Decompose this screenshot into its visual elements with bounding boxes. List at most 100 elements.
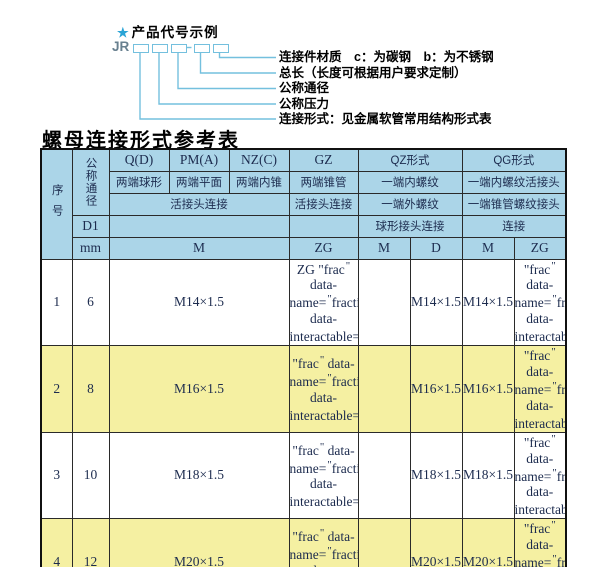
- inch-mark: ": [523, 261, 530, 277]
- header-group-qg: QG形式: [461, 148, 567, 172]
- header-qg-desc: 一端内螺纹活接头: [461, 170, 567, 194]
- dn-cell: 10: [71, 431, 110, 520]
- label-material: 连接件材质 c：为碳钢 b：为不锈钢: [279, 50, 494, 64]
- code-prefix: JR: [112, 39, 130, 54]
- qz-d-cell: M18×1.5: [409, 431, 463, 520]
- header-unit-m: M: [108, 236, 290, 260]
- header-group-pma: PM(A): [168, 148, 230, 172]
- qg-zg-cell: "frac" data-name="fraction" data-interac…: [513, 431, 567, 520]
- header-qd-desc: 两端球形: [108, 170, 170, 194]
- qz-d-cell: M16×1.5: [409, 345, 463, 433]
- inch-mark: ": [552, 466, 557, 479]
- inch-mark: ": [327, 545, 332, 558]
- header-gz-desc: 两端锥管: [288, 170, 359, 194]
- m-thread-cell: M16×1.5: [108, 345, 290, 433]
- header-pma-desc: 两端平面: [168, 170, 230, 194]
- product-code-diagram: ★ 产品代号示例 JR 连接件材质 c：为碳钢 b：为不锈钢 总长（长度可根据用户…: [0, 0, 600, 127]
- qg-zg-cell: "frac" data-name="fraction" data-interac…: [513, 345, 567, 433]
- gz-zg-cell: "frac" data-name="fraction" data-interac…: [288, 431, 359, 520]
- seq-cell: 3: [40, 431, 73, 520]
- header-dn: 公称通径: [71, 148, 110, 216]
- m-thread-cell: M20×1.5: [108, 518, 290, 567]
- header-qz-desc: 一端内螺纹: [357, 170, 463, 194]
- seq-cell: 1: [40, 258, 73, 347]
- header-unit-qg-m: M: [461, 236, 515, 260]
- reference-table: 序号 公称通径 Q(D) PM(A) NZ(C) GZ QZ形式 QG形式 两端…: [40, 148, 568, 567]
- gz-zg-cell: "frac" data-name="fraction" data-interac…: [288, 345, 359, 433]
- inch-mark: ": [523, 347, 530, 363]
- inch-mark: ": [327, 371, 332, 384]
- header-group-qd: Q(D): [108, 148, 170, 172]
- diagram-title-text: 产品代号示例: [131, 25, 219, 40]
- star-icon: ★: [117, 25, 130, 40]
- seq-cell: 4: [40, 518, 73, 567]
- dn-cell: 8: [71, 345, 110, 433]
- header-unit-zg: ZG: [288, 236, 359, 260]
- header-qg-taper-joint: 一端锥管螺纹接头: [461, 192, 567, 216]
- qg-m-cell: M14×1.5: [461, 258, 515, 347]
- inch-mark: ": [327, 458, 332, 471]
- code-box-3: [171, 44, 187, 53]
- dn-cell: 12: [71, 518, 110, 567]
- header-blank-left: [108, 214, 290, 238]
- header-union-connect: 活接头连接: [108, 192, 290, 216]
- header-gz-union-connect: 活接头连接: [288, 192, 359, 216]
- qz-d-cell: M14×1.5: [409, 258, 463, 347]
- label-total-length: 总长（长度可根据用户要求定制）: [279, 65, 467, 80]
- inch-mark: ": [552, 379, 557, 392]
- inch-mark: ": [523, 434, 530, 450]
- header-d1: D1: [71, 214, 110, 238]
- inch-mark: ": [551, 432, 556, 445]
- table-title: 螺母连接形式参考表: [42, 130, 240, 152]
- table-header: 序号 公称通径 Q(D) PM(A) NZ(C) GZ QZ形式 QG形式 两端…: [40, 148, 567, 260]
- inch-mark: ": [551, 346, 556, 359]
- label-connection-form: 连接形式：见金属软管常用结构形式表: [279, 112, 492, 126]
- inch-mark: ": [327, 293, 332, 306]
- inch-mark: ": [552, 553, 557, 566]
- header-group-gz: GZ: [288, 148, 359, 172]
- qg-m-cell: M16×1.5: [461, 345, 515, 433]
- inch-mark: ": [552, 293, 557, 306]
- code-box-1: [133, 44, 149, 53]
- gz-zg-cell: "frac" data-name="fraction" data-interac…: [288, 518, 359, 567]
- qz-m-cell: [357, 258, 411, 347]
- inch-mark: ": [551, 519, 556, 532]
- qz-m-cell: [357, 518, 411, 567]
- seq-cell: 2: [40, 345, 73, 433]
- qg-zg-cell: "frac" data-name="fraction" data-interac…: [513, 518, 567, 567]
- header-unit-qg-zg: ZG: [513, 236, 567, 260]
- inch-mark: ": [319, 354, 325, 367]
- inch-mark: ": [318, 261, 324, 277]
- header-qz-external: 一端外螺纹: [357, 192, 463, 216]
- header-group-nzc: NZ(C): [228, 148, 290, 172]
- label-nominal-diameter: 公称通径: [279, 81, 330, 95]
- m-thread-cell: M18×1.5: [108, 431, 290, 520]
- header-nzc-desc: 两端内锥: [228, 170, 290, 194]
- qg-m-cell: M20×1.5: [461, 518, 515, 567]
- m-thread-cell: M14×1.5: [108, 258, 290, 347]
- inch-mark: ": [523, 521, 530, 537]
- code-box-4: [194, 44, 210, 53]
- diagram-title: ★ 产品代号示例: [117, 21, 219, 41]
- header-unit-qz-d: D: [409, 236, 463, 260]
- inch-mark: ": [292, 529, 298, 545]
- code-box-2: [152, 44, 168, 53]
- inch-mark: ": [292, 442, 298, 458]
- qg-zg-cell: "frac" data-name="fraction" data-interac…: [513, 258, 567, 347]
- header-group-qz: QZ形式: [357, 148, 463, 172]
- header-blank-gz: [288, 214, 359, 238]
- dn-cell: 6: [71, 258, 110, 347]
- qz-m-cell: [357, 431, 411, 520]
- header-mm: mm: [71, 236, 110, 260]
- code-box-5: [213, 44, 229, 53]
- inch-mark: ": [551, 259, 556, 272]
- header-seq: 序号: [40, 148, 73, 260]
- gz-zg-cell: ZG "frac" data-name="fraction" data-inte…: [288, 258, 359, 347]
- label-nominal-pressure: 公称压力: [279, 96, 330, 111]
- qz-m-cell: [357, 345, 411, 433]
